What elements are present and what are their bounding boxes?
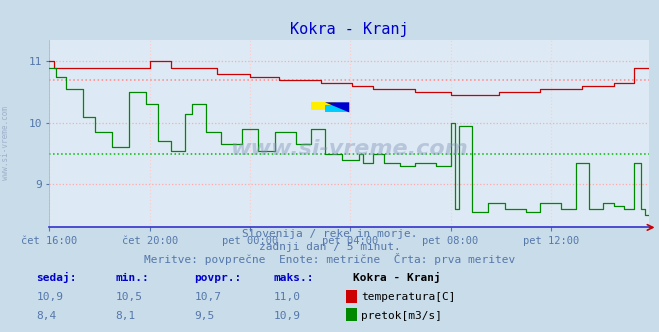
- Text: 11,0: 11,0: [273, 292, 301, 302]
- Text: temperatura[C]: temperatura[C]: [361, 292, 455, 302]
- FancyBboxPatch shape: [312, 102, 336, 110]
- Text: 8,1: 8,1: [115, 311, 136, 321]
- Text: 10,7: 10,7: [194, 292, 221, 302]
- Text: pretok[m3/s]: pretok[m3/s]: [361, 311, 442, 321]
- Text: 8,4: 8,4: [36, 311, 57, 321]
- Text: sedaj:: sedaj:: [36, 272, 76, 283]
- Title: Kokra - Kranj: Kokra - Kranj: [290, 22, 409, 37]
- Text: 10,5: 10,5: [115, 292, 142, 302]
- Polygon shape: [325, 102, 349, 113]
- Text: 9,5: 9,5: [194, 311, 215, 321]
- FancyBboxPatch shape: [325, 105, 349, 113]
- Text: min.:: min.:: [115, 273, 149, 283]
- Text: www.si-vreme.com: www.si-vreme.com: [1, 106, 10, 180]
- Text: www.si-vreme.com: www.si-vreme.com: [231, 139, 468, 159]
- Text: 10,9: 10,9: [273, 311, 301, 321]
- Text: 10,9: 10,9: [36, 292, 63, 302]
- Text: Meritve: povprečne  Enote: metrične  Črta: prva meritev: Meritve: povprečne Enote: metrične Črta:…: [144, 253, 515, 265]
- Text: maks.:: maks.:: [273, 273, 314, 283]
- Text: Slovenija / reke in morje.: Slovenija / reke in morje.: [242, 229, 417, 239]
- Text: Kokra - Kranj: Kokra - Kranj: [353, 272, 440, 283]
- Text: zadnji dan / 5 minut.: zadnji dan / 5 minut.: [258, 242, 401, 252]
- Text: povpr.:: povpr.:: [194, 273, 242, 283]
